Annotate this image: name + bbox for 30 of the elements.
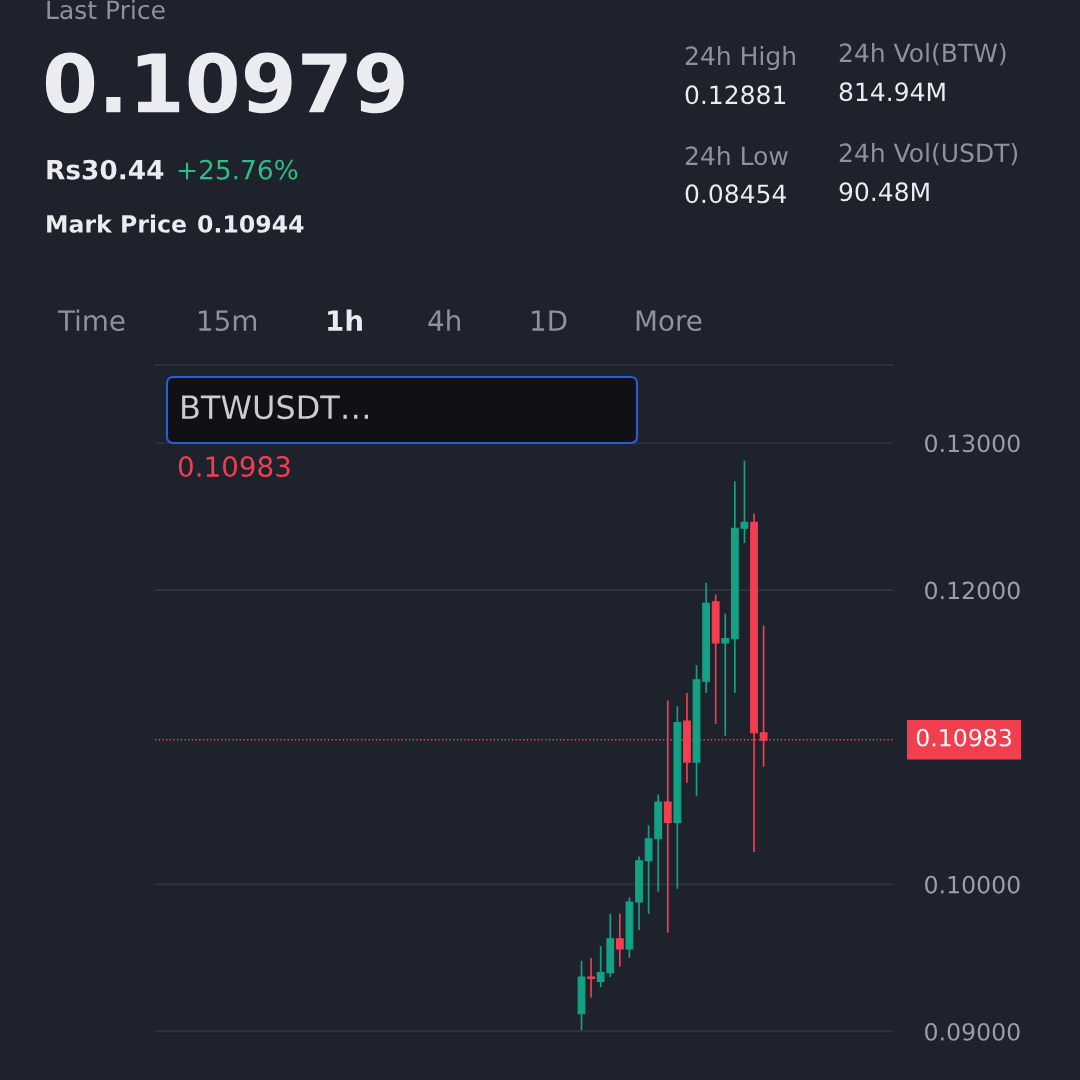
y-tick-label: 0.10000 bbox=[925, 875, 1020, 894]
text: 24h High bbox=[685, 45, 795, 71]
candlestick bbox=[615, 912, 624, 968]
text: 24h Vol(USDT) bbox=[839, 142, 1018, 166]
text: 0.08454 bbox=[685, 184, 786, 204]
text: Mark Price bbox=[47, 214, 186, 233]
text: 24h Vol(BTW) bbox=[839, 42, 1006, 66]
text: Time bbox=[57, 309, 125, 332]
text: 24h Low bbox=[685, 145, 788, 166]
text: 0.10944 bbox=[198, 214, 304, 233]
candlestick bbox=[721, 612, 730, 737]
text: 814.94M bbox=[839, 82, 945, 102]
ref-line-label: 0.10983 bbox=[916, 728, 1011, 747]
candlestick bbox=[587, 957, 596, 999]
text: 90.48M bbox=[839, 182, 929, 202]
text: 1D bbox=[532, 310, 567, 331]
text: 1h bbox=[328, 309, 362, 331]
y-tick-label: 0.09000 bbox=[925, 1022, 1020, 1041]
text: 0.10979 bbox=[45, 52, 404, 114]
y-tick-label: 0.12000 bbox=[925, 581, 1020, 600]
text: Last Price bbox=[47, 0, 165, 20]
text: Rs30.44 bbox=[47, 159, 164, 180]
text: More bbox=[636, 310, 702, 332]
text: +25.76% bbox=[178, 159, 298, 180]
annotation: 0.10983 bbox=[178, 456, 290, 478]
text: 4h bbox=[428, 309, 460, 331]
text: 15m bbox=[199, 310, 257, 332]
annotation: BTWUSDT… bbox=[182, 395, 369, 420]
text: 0.12881 bbox=[685, 85, 786, 105]
y-tick-label: 0.13000 bbox=[925, 434, 1020, 453]
